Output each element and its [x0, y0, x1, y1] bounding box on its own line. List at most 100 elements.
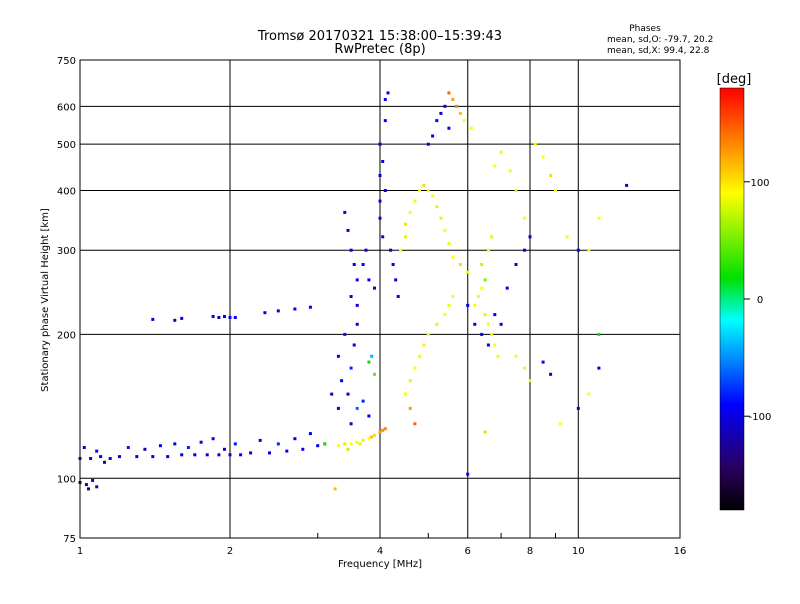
- data-point: [389, 248, 393, 252]
- data-point: [383, 119, 387, 123]
- data-point: [447, 303, 451, 307]
- data-point: [451, 98, 455, 101]
- data-point: [625, 183, 629, 187]
- data-point: [180, 316, 184, 320]
- data-point: [173, 442, 177, 446]
- data-point: [166, 455, 170, 459]
- data-point: [99, 455, 103, 459]
- data-point: [361, 438, 365, 442]
- data-point: [466, 472, 470, 476]
- data-point: [399, 248, 403, 252]
- data-point: [480, 286, 484, 290]
- data-point: [413, 199, 417, 203]
- stats-line-o: mean, sd,O: -79.7, 20.2: [607, 35, 713, 45]
- data-point: [490, 332, 494, 336]
- data-point: [228, 453, 232, 457]
- data-point: [499, 151, 503, 155]
- data-point: [413, 366, 417, 370]
- data-point: [367, 360, 371, 364]
- data-point: [549, 174, 553, 177]
- data-point: [268, 451, 271, 455]
- data-point: [135, 455, 139, 459]
- stats-line-x: mean, sd,X: 99.4, 22.8: [607, 46, 710, 56]
- data-point: [381, 235, 385, 239]
- data-point: [508, 169, 512, 173]
- data-point: [378, 142, 382, 146]
- data-point: [276, 442, 280, 446]
- data-point: [431, 134, 435, 138]
- data-point: [597, 216, 601, 220]
- data-point: [352, 263, 356, 266]
- data-point: [426, 332, 430, 336]
- data-point: [349, 295, 353, 298]
- colorbar-ticks: 100 0 -100: [744, 178, 771, 423]
- data-point: [541, 155, 545, 159]
- data-point: [528, 235, 532, 239]
- x-axis-label: Frequency [MHz]: [338, 559, 422, 570]
- x-tick-label: 10: [572, 546, 585, 557]
- y-axis-ticks: 75 100 200 300 400 500 600 750: [57, 56, 76, 545]
- data-point: [355, 322, 359, 326]
- data-point: [217, 316, 221, 319]
- data-point: [323, 442, 327, 446]
- data-point: [483, 430, 487, 434]
- data-point: [391, 263, 395, 266]
- y-tick-label: 300: [57, 246, 76, 257]
- colorbar: [719, 87, 745, 511]
- data-point: [408, 406, 412, 410]
- data-point: [408, 379, 412, 383]
- data-point: [483, 278, 487, 282]
- data-point: [404, 392, 407, 396]
- y-tick-label: 400: [57, 186, 76, 197]
- colorbar-label: [deg]: [717, 72, 752, 87]
- stats-header: Phases: [629, 24, 661, 34]
- data-point: [293, 307, 297, 311]
- data-point: [346, 228, 350, 232]
- x-tick-label: 8: [527, 546, 533, 557]
- data-point: [95, 485, 99, 489]
- data-point: [263, 311, 267, 315]
- data-point: [233, 316, 237, 319]
- data-point: [378, 216, 382, 220]
- data-point: [493, 164, 497, 168]
- data-point: [549, 372, 553, 376]
- data-point: [308, 432, 312, 436]
- data-point: [180, 453, 184, 457]
- data-point: [239, 453, 243, 457]
- data-point: [426, 142, 430, 146]
- data-point: [205, 453, 209, 457]
- data-point: [211, 437, 215, 441]
- x-tick-label: 1: [77, 546, 83, 557]
- data-point: [336, 406, 340, 410]
- data-point: [301, 447, 305, 451]
- data-point: [443, 104, 447, 108]
- data-point: [466, 270, 470, 274]
- data-point: [462, 119, 466, 123]
- data-point: [447, 241, 451, 245]
- data-point: [293, 437, 297, 441]
- colorbar-tick-label: -100: [749, 412, 772, 423]
- data-point: [523, 248, 526, 252]
- data-point: [352, 343, 356, 347]
- y-tick-label: 500: [57, 140, 76, 151]
- y-tick-label: 75: [63, 534, 76, 545]
- data-point: [118, 455, 121, 459]
- data-point: [361, 399, 365, 403]
- data-point: [514, 354, 518, 358]
- data-point: [330, 392, 334, 396]
- data-point: [447, 126, 451, 130]
- data-point: [383, 427, 387, 431]
- data-point: [473, 303, 477, 307]
- data-point: [308, 305, 312, 309]
- data-point: [89, 457, 93, 460]
- data-point: [435, 322, 439, 326]
- data-point: [469, 126, 473, 130]
- data-point: [373, 286, 376, 290]
- data-point: [381, 428, 385, 432]
- data-point: [418, 189, 421, 192]
- data-point: [383, 189, 387, 192]
- data-point: [587, 248, 591, 252]
- data-point: [523, 366, 526, 370]
- x-tick-label: 2: [227, 546, 233, 557]
